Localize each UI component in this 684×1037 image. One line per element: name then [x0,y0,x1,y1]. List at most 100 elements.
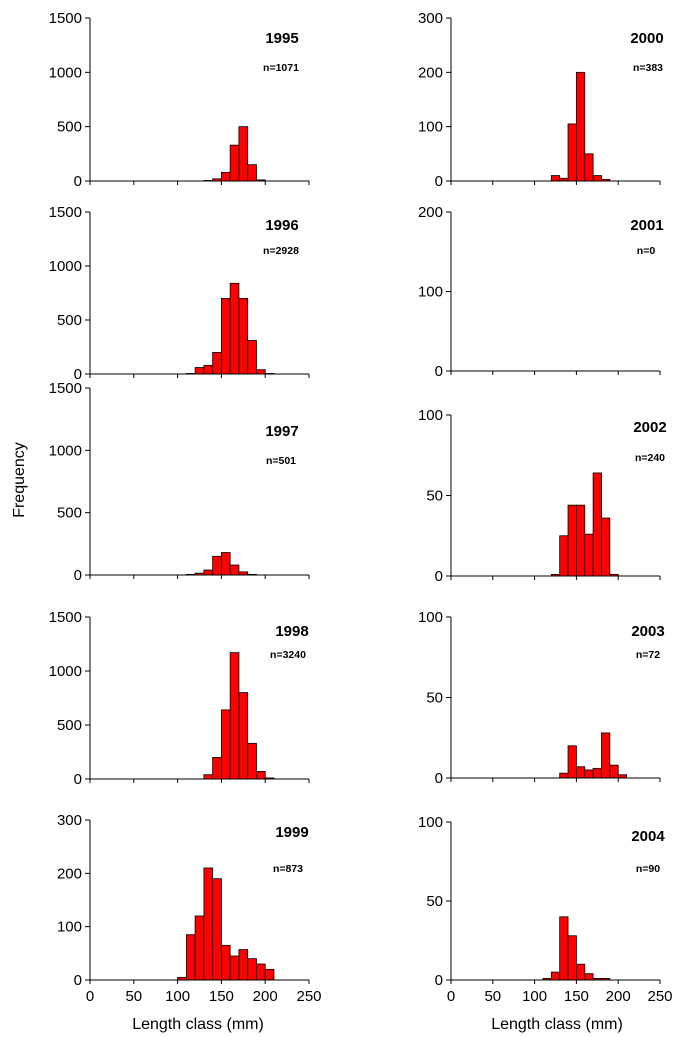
bar-2004-150 [576,963,586,981]
bar-1999-200 [264,968,275,981]
bar-2000-150 [576,71,586,182]
bar-1998-160 [229,652,240,780]
bar-2000-140 [567,123,577,182]
bar-1996-120 [194,367,205,375]
bar-2004-120 [550,971,561,981]
bar-1999-130 [203,867,214,981]
y-tick-label: 200 [418,204,443,221]
y-tick-label: 1500 [49,10,82,27]
bar-1997-140 [212,555,222,576]
bar-1999-140 [212,878,222,981]
bar-1999-150 [220,944,231,981]
bar-2002-180 [601,517,611,577]
x-tick-label: 50 [125,988,142,1005]
bar-2000-160 [584,153,594,182]
x-tick-label: 0 [447,988,455,1005]
bar-1996-140 [212,351,222,375]
y-tick-label: 1500 [49,609,82,626]
bar-1998-140 [212,757,222,780]
y-tick-label: 1000 [49,64,82,81]
panel-2004: 0 50 100 0 50 100 150 200 250 2004 n=90 [418,814,673,1005]
sample-size-label: n=90 [636,863,660,875]
y-tick-label: 100 [418,609,443,626]
bar-1997-160 [229,564,240,576]
y-tick-label: 1500 [49,380,82,397]
bar-1995-150 [220,171,231,182]
y-tick-label: 1000 [49,258,82,275]
y-tick-label: 300 [418,10,443,27]
bar-1995-180 [247,164,257,182]
panel-1999: 0 100 200 300 0 50 100 150 200 250 1999 n=873 [57,812,322,1005]
x-tick-label: 250 [296,988,321,1005]
x-tick-label: 250 [647,988,672,1005]
bar-2004-130 [559,916,569,981]
x-tick-label: 0 [86,988,94,1005]
bar-2003-160 [584,769,594,779]
year-label: 1998 [275,623,308,640]
bar-2002-140 [567,504,577,577]
x-axis-title-right: Length class (mm) [491,1016,623,1033]
x-tick-label: 100 [522,988,547,1005]
year-label: 1995 [265,30,298,47]
sample-size-label: n=501 [266,455,296,467]
sample-size-label: n=2928 [263,245,299,257]
panel-1998: 0 500 1000 1500 1998 n=3240 [49,609,310,788]
bar-1995-160 [229,144,240,182]
x-tick-label: 200 [253,988,278,1005]
y-axis-title: Frequency [11,442,28,518]
x-tick-label: 100 [165,988,190,1005]
y-tick-label: 0 [74,972,82,989]
sample-size-label: n=873 [273,863,303,875]
y-tick-label: 0 [435,568,443,585]
year-label: 2004 [631,828,665,845]
sample-size-label: n=0 [637,245,656,257]
sample-size-label: n=1071 [263,62,299,74]
bar-2002-150 [576,504,586,577]
y-tick-label: 50 [426,893,443,910]
y-tick-label: 50 [426,690,443,707]
y-tick-label: 1000 [49,663,82,680]
bar-2000-120 [550,175,561,182]
bar-2002-160 [584,533,594,577]
y-tick-label: 100 [418,407,443,424]
bar-2003-130 [559,772,569,779]
bar-2003-180 [601,732,611,779]
bar-1999-170 [238,949,249,981]
bar-1999-110 [185,934,196,981]
y-tick-label: 500 [57,312,82,329]
panel-2000: 0 100 200 300 2000 n=383 [418,10,664,190]
x-tick-label: 150 [564,988,589,1005]
y-tick-label: 100 [57,919,82,936]
year-label: 2003 [631,623,664,640]
bar-2003-150 [576,766,586,779]
y-tick-label: 0 [435,363,443,380]
bar-1996-150 [220,297,231,375]
bar-2003-170 [592,767,602,779]
y-tick-label: 500 [57,119,82,136]
x-tick-label: 150 [209,988,234,1005]
panel-2003: 0 50 100 2003 n=72 [418,609,665,787]
bar-1998-190 [256,771,266,780]
y-tick-label: 0 [435,770,443,787]
y-tick-label: 500 [57,505,82,522]
bar-2002-130 [559,535,569,577]
year-label: 1996 [265,217,298,234]
panel-1997: 0 500 1000 1500 1997 n=501 [49,380,310,584]
bar-1997-150 [220,552,231,576]
bar-2002-170 [592,472,602,577]
bar-1999-180 [247,958,257,981]
y-tick-label: 200 [418,64,443,81]
bar-1997-130 [203,569,214,576]
year-label: 2002 [633,419,666,436]
panel-1995: 0 500 1000 1500 1995 n=1071 [49,10,310,190]
y-tick-label: 100 [418,814,443,831]
panels-group: 0500100015001995n=10710500100015001996n=… [49,10,673,1005]
bar-2000-170 [592,175,602,182]
bar-1998-130 [203,774,214,780]
bar-1996-130 [203,364,214,375]
x-tick-label: 50 [484,988,501,1005]
bar-1995-170 [238,126,249,182]
year-label: 1997 [265,423,298,440]
y-tick-label: 300 [57,812,82,829]
